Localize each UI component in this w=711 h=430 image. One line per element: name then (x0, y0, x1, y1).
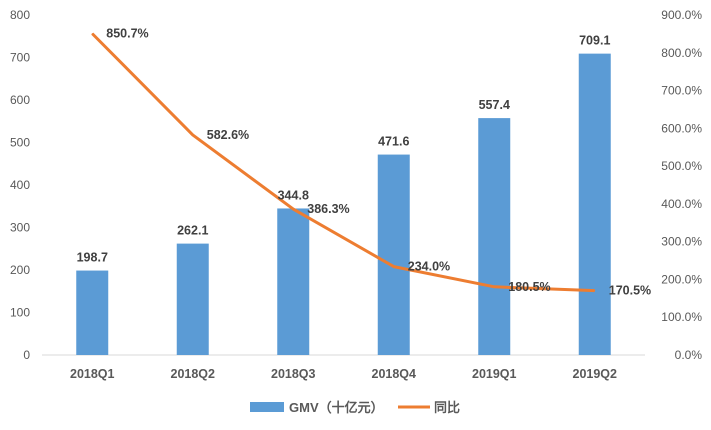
legend-label-gmv: GMV（十亿元） (289, 400, 384, 415)
left-axis-tick-label: 400 (10, 178, 30, 192)
x-axis-tick-label: 2018Q3 (271, 367, 316, 381)
line-yoy (91, 32, 595, 293)
x-axis-tick-label: 2019Q2 (573, 367, 618, 381)
x-axis-tick-label: 2018Q2 (171, 367, 216, 381)
right-axis-tick-label: 700.0% (661, 84, 702, 98)
right-axis-tick-label: 500.0% (661, 159, 702, 173)
right-axis-tick-label: 100.0% (661, 310, 702, 324)
bar-data-label: 262.1 (177, 224, 208, 238)
line-data-label: 850.7% (106, 27, 148, 41)
right-axis-tick-label: 600.0% (661, 121, 702, 135)
line-point-yoy (493, 286, 495, 288)
right-axis-tick-label: 200.0% (661, 272, 702, 286)
bar-data-label: 198.7 (77, 251, 108, 265)
line-data-label: 180.5% (508, 280, 550, 294)
left-axis-tick-label: 700 (10, 51, 30, 65)
left-axis-tick-label: 200 (10, 263, 30, 277)
left-axis-tick-label: 300 (10, 221, 30, 235)
bar-data-label: 344.8 (278, 188, 309, 202)
line-data-label: 582.6% (207, 128, 249, 142)
legend-label-yoy: 同比 (434, 400, 460, 415)
line-point-yoy (292, 208, 294, 210)
right-axis-tick-label: 800.0% (661, 46, 702, 60)
left-axis-tick-label: 0 (23, 348, 30, 362)
bar-data-label: 709.1 (579, 34, 610, 48)
right-axis-tick-label: 900.0% (661, 8, 702, 22)
bar-gmv (578, 53, 611, 355)
line-data-label: 170.5% (609, 284, 651, 298)
x-axis-tick-label: 2018Q1 (70, 367, 115, 381)
right-axis-tick-label: 400.0% (661, 197, 702, 211)
left-axis-tick-label: 600 (10, 93, 30, 107)
left-axis-tick-label: 100 (10, 306, 30, 320)
legend: GMV（十亿元） 同比 (250, 400, 460, 415)
right-axis-tick-label: 300.0% (661, 235, 702, 249)
bar-gmv (277, 208, 310, 355)
line-data-label: 386.3% (307, 202, 349, 216)
legend-swatch-gmv (250, 402, 284, 412)
bar-data-label: 471.6 (378, 135, 409, 149)
left-axis-tick-label: 800 (10, 8, 30, 22)
line-point-yoy (91, 33, 93, 35)
bar-gmv (176, 243, 209, 355)
right-axis-tick-label: 0.0% (675, 348, 703, 362)
left-axis-tick-label: 500 (10, 136, 30, 150)
bar-gmv (377, 154, 410, 355)
x-axis-tick-label: 2019Q1 (472, 367, 517, 381)
bar-gmv (76, 270, 109, 355)
line-point-yoy (393, 266, 395, 268)
x-axis-tick-label: 2018Q4 (372, 367, 417, 381)
line-data-label: 234.0% (408, 260, 450, 274)
line-point-yoy (594, 290, 596, 292)
line-point-yoy (192, 134, 194, 136)
bar-data-label: 557.4 (479, 98, 510, 112)
bar-gmv (478, 118, 511, 355)
